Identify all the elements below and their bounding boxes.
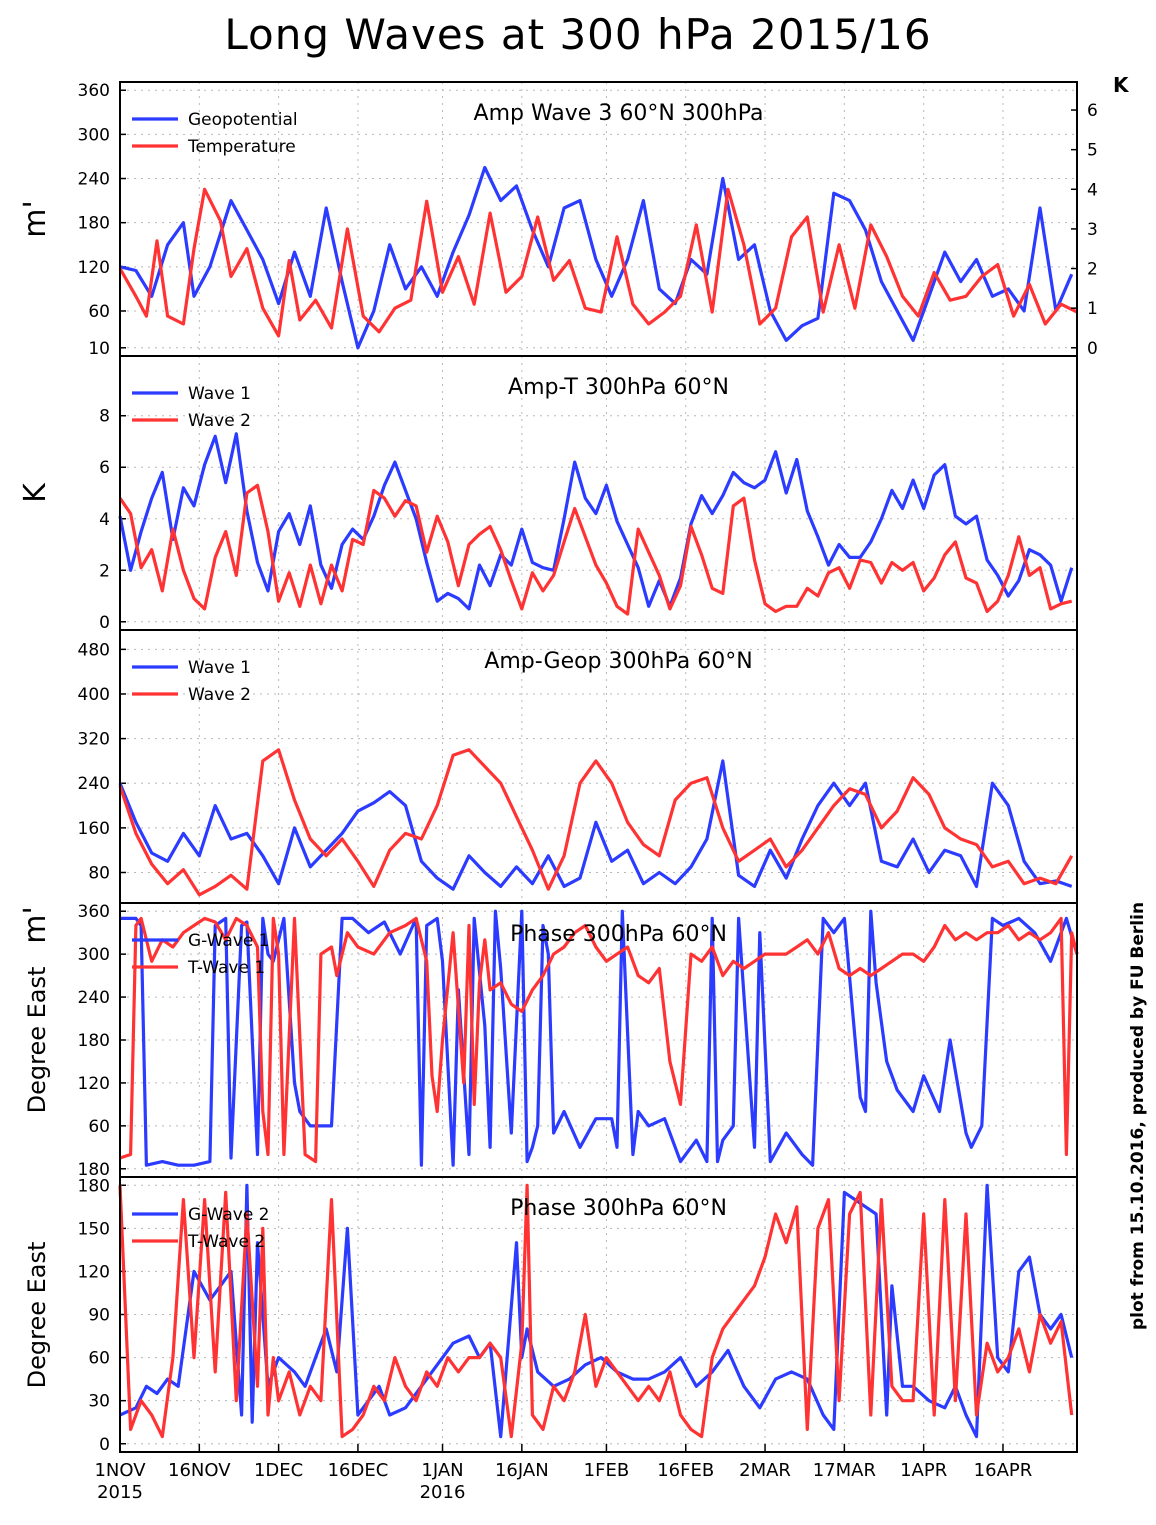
- y-tick-label: 10: [88, 339, 110, 359]
- y-tick-label: 60: [88, 1349, 110, 1369]
- series-line-wave-1: [118, 759, 1073, 891]
- panel-title: Amp-Geop 300hPa 60°N: [484, 649, 752, 674]
- x-tick-label: 16DEC: [328, 1460, 389, 1481]
- y-tick-label: 80: [88, 863, 110, 883]
- x-tick-label: 16FEB: [657, 1460, 714, 1481]
- y-axis-label: K: [18, 482, 53, 503]
- y-axis-label: m': [18, 200, 53, 237]
- y-tick-label: 60: [88, 302, 110, 322]
- y-tick-label: 60: [88, 1117, 110, 1137]
- legend-label: Wave 2: [188, 411, 251, 431]
- right-y-tick-label: 6: [1087, 101, 1098, 121]
- y-tick-label: 320: [78, 730, 110, 750]
- series-line-wave-1: [118, 432, 1074, 611]
- y-tick-label: 400: [78, 685, 110, 705]
- y-tick-label: 180: [78, 1160, 110, 1180]
- series-line-t-wave-1: [119, 916, 1079, 1164]
- right-y-tick-label: 3: [1087, 220, 1098, 240]
- x-tick-label: 16NOV: [168, 1460, 231, 1481]
- x-tick-label: 17MAR: [813, 1460, 876, 1481]
- panel-title: Amp Wave 3 60°N 300hPa: [474, 101, 764, 126]
- y-tick-label: 120: [78, 1262, 110, 1282]
- y-axis-label: Degree East: [23, 967, 51, 1114]
- legend-label: T-Wave 1: [187, 958, 265, 978]
- x-tick-label: 1JAN: [421, 1460, 463, 1481]
- legend-label: Wave 1: [188, 658, 251, 678]
- y-tick-label: 360: [78, 902, 110, 922]
- y-tick-label: 8: [99, 407, 110, 427]
- panel-frame: [119, 1176, 1078, 1453]
- panel-title: Phase 300hPa 60°N: [510, 922, 727, 947]
- y-tick-label: 180: [78, 214, 110, 234]
- y-tick-label: 120: [78, 258, 110, 278]
- y-tick-label: 6: [99, 458, 110, 478]
- right-y-tick-label: 0: [1087, 339, 1098, 359]
- y-tick-label: 0: [99, 613, 110, 633]
- legend-label: Wave 1: [188, 384, 251, 404]
- y-tick-label: 240: [78, 988, 110, 1008]
- y-tick-label: 90: [88, 1306, 110, 1326]
- series-line-temperature: [118, 187, 1078, 338]
- x-tick-label: 1FEB: [584, 1460, 630, 1481]
- y-tick-label: 30: [88, 1392, 110, 1412]
- y-tick-label: 180: [78, 1176, 110, 1196]
- y-tick-label: 300: [78, 125, 110, 145]
- y-tick-label: 0: [99, 1435, 110, 1455]
- legend-label: Geopotential: [188, 110, 298, 130]
- legend-label: G-Wave 1: [188, 931, 270, 951]
- legend-label: Temperature: [187, 137, 296, 157]
- y-axis-label: m': [18, 906, 53, 943]
- panel-title: Amp-T 300hPa 60°N: [508, 375, 729, 400]
- series-line-geopotential: [119, 165, 1074, 350]
- y-axis-label: Degree East: [23, 1242, 51, 1389]
- right-y-tick-label: 5: [1087, 141, 1098, 161]
- panel-title: Phase 300hPa 60°N: [510, 1196, 727, 1221]
- series-line-wave-2: [118, 483, 1073, 616]
- x-tick-label: 16APR: [974, 1460, 1033, 1481]
- series-line-g-wave-2: [119, 1183, 1074, 1439]
- right-y-tick-label: 2: [1087, 260, 1098, 280]
- y-tick-label: 120: [78, 1074, 110, 1094]
- y-tick-label: 2: [99, 561, 110, 581]
- right-y-tick-label: 1: [1087, 299, 1098, 319]
- chart-title: Long Waves at 300 hPa 2015/16: [224, 10, 932, 59]
- legend-label: T-Wave 2: [187, 1232, 265, 1252]
- y-tick-label: 160: [78, 819, 110, 839]
- y-tick-label: 360: [78, 81, 110, 101]
- y-tick-label: 240: [78, 774, 110, 794]
- x-tick-year: 2015: [97, 1482, 143, 1503]
- right-axis-label: K: [1113, 73, 1130, 97]
- x-tick-label: 2MAR: [739, 1460, 791, 1481]
- x-tick-label: 1DEC: [254, 1460, 303, 1481]
- y-tick-label: 300: [78, 945, 110, 965]
- series-line-wave-2: [118, 748, 1074, 897]
- legend-label: G-Wave 2: [188, 1205, 270, 1225]
- x-tick-label: 1NOV: [94, 1460, 146, 1481]
- legend-label: Wave 2: [188, 685, 251, 705]
- y-tick-label: 150: [78, 1219, 110, 1239]
- y-tick-label: 240: [78, 170, 110, 190]
- y-tick-label: 480: [78, 640, 110, 660]
- y-tick-label: 4: [99, 510, 110, 530]
- y-tick-label: 180: [78, 1031, 110, 1051]
- series-line-t-wave-2: [118, 1183, 1074, 1439]
- credit-note: plot from 15.10.2016, produced by FU Ber…: [1128, 901, 1148, 1330]
- x-tick-year: 2016: [420, 1482, 466, 1503]
- x-tick-label: 16JAN: [495, 1460, 549, 1481]
- right-y-tick-label: 4: [1087, 180, 1098, 200]
- x-tick-label: 1APR: [900, 1460, 947, 1481]
